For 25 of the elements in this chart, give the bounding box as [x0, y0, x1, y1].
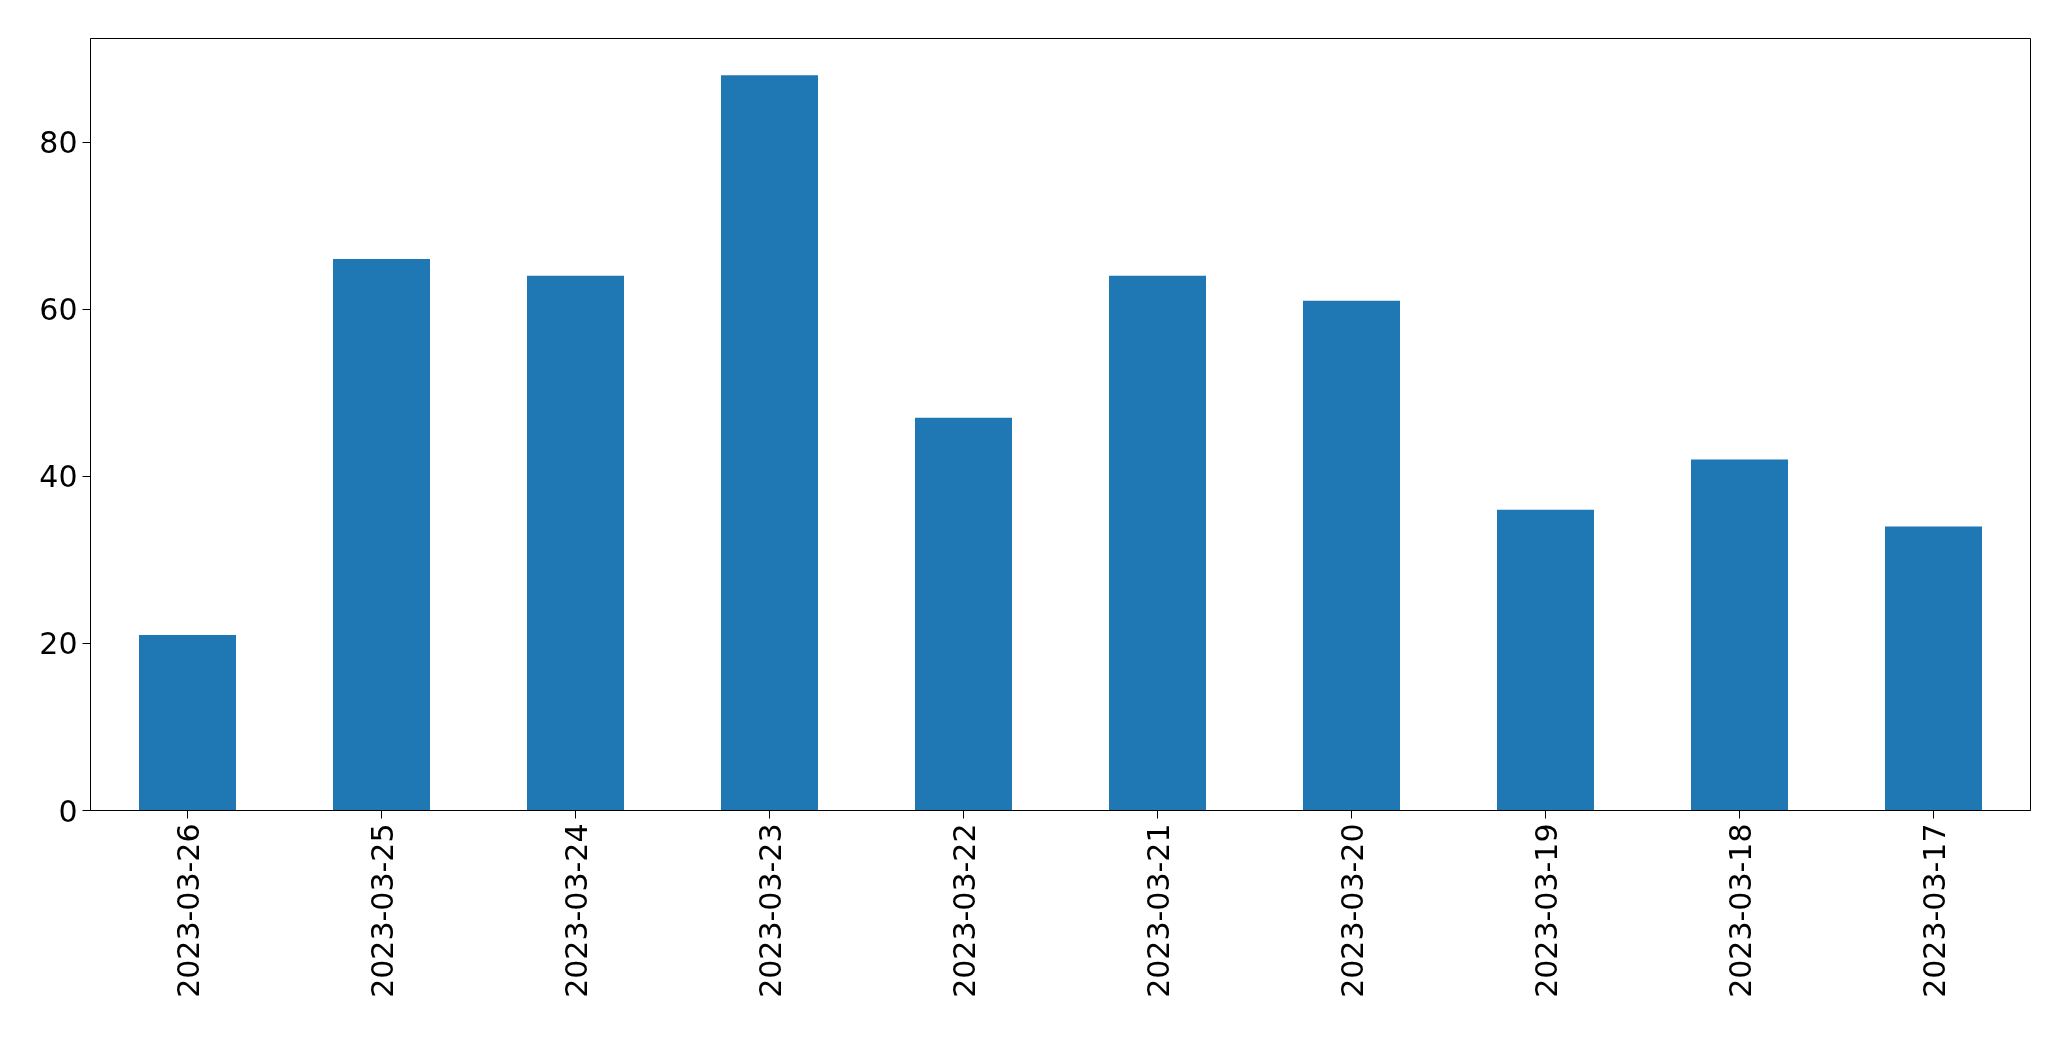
x-tick-label: 2023-03-25 [364, 823, 400, 998]
bar [1885, 526, 1982, 811]
bar [721, 75, 818, 811]
x-tick-label: 2023-03-22 [946, 823, 982, 998]
bar [915, 417, 1012, 811]
x-tick-label: 2023-03-20 [1334, 823, 1370, 998]
bar [1109, 275, 1206, 811]
x-tick-label: 2023-03-17 [1916, 823, 1952, 998]
x-tick-label: 2023-03-24 [558, 823, 594, 998]
bar [1691, 459, 1788, 811]
y-tick-label: 80 [39, 125, 78, 161]
y-tick-label: 0 [58, 793, 78, 829]
bar [139, 635, 236, 811]
y-tick-label: 40 [39, 459, 78, 495]
x-tick-label: 2023-03-26 [170, 823, 206, 998]
bar [333, 259, 430, 811]
y-tick-label: 20 [39, 626, 78, 662]
bar [527, 275, 624, 811]
x-tick-label: 2023-03-19 [1528, 823, 1564, 998]
x-tick-label: 2023-03-23 [752, 823, 788, 998]
x-tick-label: 2023-03-18 [1722, 823, 1758, 998]
x-tick-label: 2023-03-21 [1140, 823, 1176, 998]
y-tick-label: 60 [39, 292, 78, 328]
bar [1497, 509, 1594, 811]
bar [1303, 300, 1400, 811]
